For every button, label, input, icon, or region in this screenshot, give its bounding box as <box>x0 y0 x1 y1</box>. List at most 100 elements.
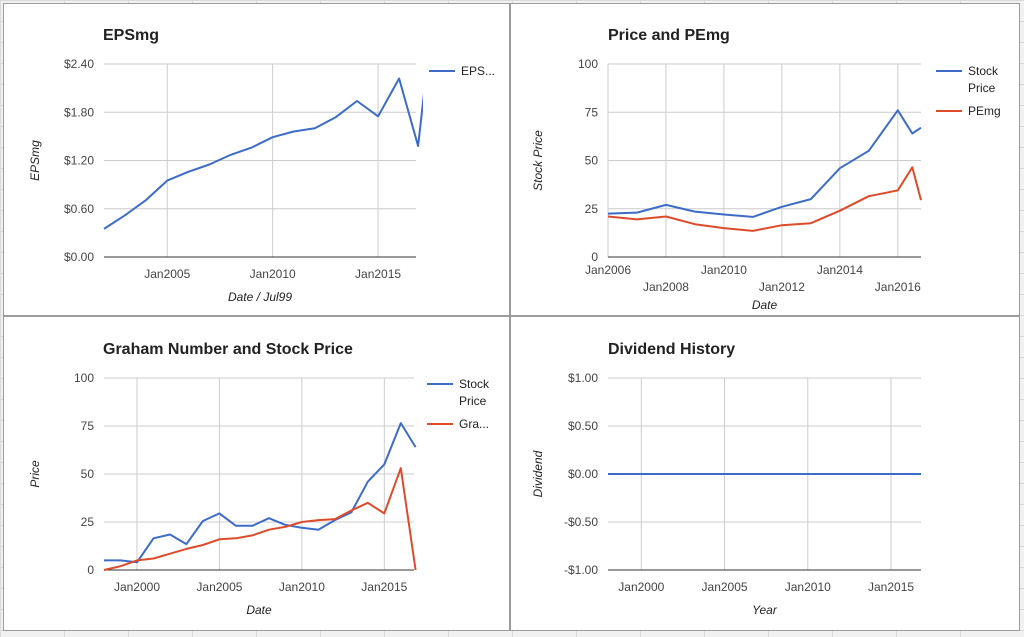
legend-label[interactable]: Stock Price <box>459 377 490 408</box>
data-point[interactable] <box>910 165 914 169</box>
data-point[interactable] <box>151 536 155 540</box>
data-point[interactable] <box>316 528 320 532</box>
data-point[interactable] <box>414 568 418 572</box>
eps-chart-panel[interactable]: EPSmg $0.00 $0.60 $1.20 $1.80 $2.40 Jan2005 Jan… <box>3 3 510 316</box>
data-point[interactable] <box>217 537 221 541</box>
legend-label[interactable]: PEmg <box>968 104 1001 118</box>
data-point[interactable] <box>283 525 287 529</box>
data-point[interactable] <box>919 198 923 202</box>
data-point[interactable] <box>184 542 188 546</box>
data-point[interactable] <box>135 558 139 562</box>
data-point[interactable] <box>366 480 370 484</box>
legend-label[interactable]: Gra... <box>459 417 489 431</box>
data-point[interactable] <box>271 135 275 139</box>
data-point[interactable] <box>896 188 900 192</box>
data-point[interactable] <box>168 552 172 556</box>
data-point[interactable] <box>838 166 842 170</box>
data-point[interactable] <box>234 536 238 540</box>
data-point[interactable] <box>267 528 271 532</box>
y-tick-label: 50 <box>81 467 95 481</box>
data-point[interactable] <box>780 205 784 209</box>
y-tick-label: $0.60 <box>64 202 94 216</box>
data-point[interactable] <box>250 533 254 537</box>
data-point[interactable] <box>250 146 254 150</box>
data-point[interactable] <box>267 516 271 520</box>
data-point[interactable] <box>250 524 254 528</box>
data-point[interactable] <box>300 520 304 524</box>
data-point[interactable] <box>228 153 232 157</box>
data-point[interactable] <box>102 558 106 562</box>
price-pemg-chart-panel[interactable]: Price and PEmg 0 25 50 75 100 Jan2006 Jan2008 Ja… <box>510 3 1020 316</box>
data-point[interactable] <box>316 518 320 522</box>
data-point[interactable] <box>382 511 386 515</box>
data-point[interactable] <box>635 217 639 221</box>
data-point[interactable] <box>201 519 205 523</box>
x-axis-title: Date <box>246 603 272 617</box>
data-point[interactable] <box>664 214 668 218</box>
data-point[interactable] <box>118 558 122 562</box>
data-point[interactable] <box>722 226 726 230</box>
x-tick-label: Jan2016 <box>875 280 921 294</box>
data-point[interactable] <box>102 568 106 572</box>
data-point[interactable] <box>186 170 190 174</box>
chart-title: Dividend History <box>608 341 735 358</box>
legend-label[interactable]: Stock Price <box>968 64 999 95</box>
data-point[interactable] <box>118 564 122 568</box>
data-point[interactable] <box>349 508 353 512</box>
data-point[interactable] <box>910 131 914 135</box>
legend-label-line: Stock <box>968 64 999 78</box>
legend-label-line: Price <box>459 394 487 408</box>
data-point[interactable] <box>355 99 359 103</box>
data-point[interactable] <box>366 501 370 505</box>
data-point[interactable] <box>102 227 106 231</box>
data-point[interactable] <box>606 214 610 218</box>
data-point[interactable] <box>207 163 211 167</box>
data-point[interactable] <box>664 203 668 207</box>
data-point[interactable] <box>165 179 169 183</box>
data-point[interactable] <box>399 466 403 470</box>
data-point[interactable] <box>300 526 304 530</box>
x-axis-title: Year <box>752 603 778 617</box>
data-point[interactable] <box>635 211 639 215</box>
data-point[interactable] <box>382 462 386 466</box>
data-point[interactable] <box>217 511 221 515</box>
data-point[interactable] <box>399 421 403 425</box>
data-point[interactable] <box>780 223 784 227</box>
data-point[interactable] <box>313 126 317 130</box>
x-axis-title: Date / Jul99 <box>228 290 292 304</box>
data-point[interactable] <box>809 221 813 225</box>
data-point[interactable] <box>867 149 871 153</box>
data-point[interactable] <box>234 524 238 528</box>
data-point[interactable] <box>809 197 813 201</box>
data-point[interactable] <box>751 215 755 219</box>
data-point[interactable] <box>168 532 172 536</box>
data-point[interactable] <box>292 130 296 134</box>
graham-chart-panel[interactable]: Graham Number and Stock Price 0 25 50 75 100 J… <box>3 316 510 631</box>
data-point[interactable] <box>201 543 205 547</box>
data-point[interactable] <box>751 229 755 233</box>
data-point[interactable] <box>919 472 923 476</box>
series-line-1 <box>103 467 417 571</box>
data-point[interactable] <box>151 556 155 560</box>
data-point[interactable] <box>838 209 842 213</box>
data-point[interactable] <box>376 114 380 118</box>
data-point[interactable] <box>416 144 420 148</box>
data-point[interactable] <box>123 213 127 217</box>
data-point[interactable] <box>333 517 337 521</box>
data-point[interactable] <box>334 115 338 119</box>
data-point[interactable] <box>867 194 871 198</box>
data-point[interactable] <box>606 472 610 476</box>
data-point[interactable] <box>425 69 429 73</box>
data-point[interactable] <box>144 198 148 202</box>
data-point[interactable] <box>919 126 923 130</box>
legend-label[interactable]: EPS... <box>461 64 495 78</box>
x-tick-label: Jan2005 <box>196 580 242 594</box>
data-point[interactable] <box>722 213 726 217</box>
data-point[interactable] <box>397 76 401 80</box>
data-point[interactable] <box>414 445 418 449</box>
data-point[interactable] <box>896 108 900 112</box>
data-point[interactable] <box>184 547 188 551</box>
data-point[interactable] <box>693 210 697 214</box>
dividend-chart-panel[interactable]: Dividend History -$1.00 -$0.50 $0.00 $0.50 $1… <box>510 316 1020 631</box>
data-point[interactable] <box>693 222 697 226</box>
